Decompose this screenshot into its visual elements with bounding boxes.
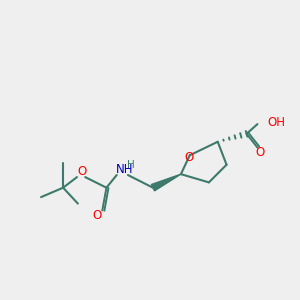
- Text: H: H: [127, 160, 135, 170]
- Text: OH: OH: [267, 116, 285, 129]
- Text: O: O: [77, 165, 86, 178]
- Polygon shape: [152, 174, 181, 191]
- Text: O: O: [184, 151, 194, 164]
- Text: NH: NH: [116, 163, 134, 176]
- Text: O: O: [92, 209, 102, 222]
- Text: O: O: [255, 146, 264, 159]
